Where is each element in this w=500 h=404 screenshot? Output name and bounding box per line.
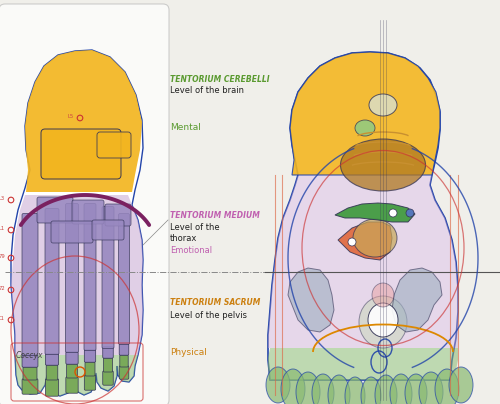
FancyBboxPatch shape bbox=[46, 354, 59, 365]
FancyBboxPatch shape bbox=[66, 352, 78, 364]
Ellipse shape bbox=[359, 296, 407, 348]
Text: Level of the brain: Level of the brain bbox=[170, 86, 244, 95]
FancyBboxPatch shape bbox=[84, 204, 96, 351]
FancyBboxPatch shape bbox=[119, 344, 129, 355]
Polygon shape bbox=[268, 52, 458, 380]
Text: Mental: Mental bbox=[170, 123, 201, 132]
Text: L3: L3 bbox=[0, 196, 5, 202]
FancyBboxPatch shape bbox=[0, 4, 169, 404]
FancyBboxPatch shape bbox=[103, 347, 113, 358]
Ellipse shape bbox=[355, 120, 375, 136]
Text: 72: 72 bbox=[0, 286, 5, 292]
FancyBboxPatch shape bbox=[22, 355, 38, 367]
Text: L5: L5 bbox=[68, 114, 74, 120]
Polygon shape bbox=[268, 175, 458, 348]
Polygon shape bbox=[25, 50, 142, 192]
Ellipse shape bbox=[419, 372, 443, 404]
Circle shape bbox=[348, 238, 356, 246]
Ellipse shape bbox=[372, 283, 394, 307]
Text: TENTORIUM SACRUM: TENTORIUM SACRUM bbox=[170, 298, 260, 307]
Ellipse shape bbox=[375, 375, 397, 404]
FancyBboxPatch shape bbox=[105, 204, 131, 226]
FancyBboxPatch shape bbox=[51, 221, 93, 243]
Ellipse shape bbox=[449, 367, 473, 403]
Text: thorax: thorax bbox=[170, 234, 198, 243]
Text: Coccyx: Coccyx bbox=[16, 351, 44, 360]
Polygon shape bbox=[11, 50, 143, 396]
FancyBboxPatch shape bbox=[66, 364, 78, 378]
FancyBboxPatch shape bbox=[37, 197, 73, 223]
Text: 79: 79 bbox=[0, 255, 5, 259]
Ellipse shape bbox=[405, 374, 427, 404]
FancyBboxPatch shape bbox=[22, 213, 38, 356]
Ellipse shape bbox=[361, 377, 381, 404]
Text: Level of the pelvis: Level of the pelvis bbox=[170, 311, 247, 320]
Text: Level of the: Level of the bbox=[170, 223, 220, 232]
Circle shape bbox=[406, 209, 414, 217]
Text: TENTORIUM MEDIUM: TENTORIUM MEDIUM bbox=[170, 211, 260, 220]
FancyBboxPatch shape bbox=[66, 204, 78, 353]
FancyBboxPatch shape bbox=[92, 220, 124, 240]
Ellipse shape bbox=[353, 219, 397, 257]
Ellipse shape bbox=[281, 369, 305, 404]
FancyBboxPatch shape bbox=[97, 132, 131, 158]
FancyBboxPatch shape bbox=[85, 362, 95, 376]
FancyBboxPatch shape bbox=[45, 208, 59, 354]
Text: Emotional: Emotional bbox=[170, 246, 212, 255]
Polygon shape bbox=[288, 268, 334, 332]
FancyBboxPatch shape bbox=[104, 358, 112, 372]
Circle shape bbox=[389, 209, 397, 217]
Polygon shape bbox=[268, 348, 458, 380]
Ellipse shape bbox=[368, 303, 398, 337]
FancyBboxPatch shape bbox=[84, 350, 96, 362]
Ellipse shape bbox=[312, 374, 334, 404]
FancyBboxPatch shape bbox=[66, 377, 78, 393]
Ellipse shape bbox=[390, 374, 412, 404]
FancyBboxPatch shape bbox=[41, 129, 121, 179]
Polygon shape bbox=[11, 195, 143, 355]
Ellipse shape bbox=[296, 372, 320, 404]
Ellipse shape bbox=[435, 369, 459, 404]
Ellipse shape bbox=[328, 375, 350, 404]
FancyBboxPatch shape bbox=[102, 206, 114, 349]
Ellipse shape bbox=[369, 94, 397, 116]
Polygon shape bbox=[338, 222, 392, 260]
Text: Physical: Physical bbox=[170, 348, 207, 357]
Polygon shape bbox=[290, 52, 440, 175]
FancyBboxPatch shape bbox=[103, 371, 113, 385]
Text: TENTORIUM CEREBELLI: TENTORIUM CEREBELLI bbox=[170, 75, 270, 84]
FancyBboxPatch shape bbox=[84, 375, 96, 390]
FancyBboxPatch shape bbox=[72, 200, 104, 224]
FancyBboxPatch shape bbox=[120, 355, 128, 367]
FancyBboxPatch shape bbox=[22, 379, 38, 394]
Polygon shape bbox=[392, 268, 442, 332]
Ellipse shape bbox=[340, 139, 426, 191]
Polygon shape bbox=[15, 355, 138, 396]
FancyBboxPatch shape bbox=[46, 379, 59, 396]
FancyBboxPatch shape bbox=[23, 367, 37, 380]
Text: L1: L1 bbox=[0, 227, 5, 231]
Ellipse shape bbox=[345, 377, 365, 404]
Text: C1: C1 bbox=[0, 316, 5, 322]
FancyBboxPatch shape bbox=[118, 213, 130, 345]
FancyBboxPatch shape bbox=[46, 365, 58, 380]
Polygon shape bbox=[335, 203, 415, 222]
Ellipse shape bbox=[266, 367, 290, 403]
FancyBboxPatch shape bbox=[119, 366, 129, 379]
